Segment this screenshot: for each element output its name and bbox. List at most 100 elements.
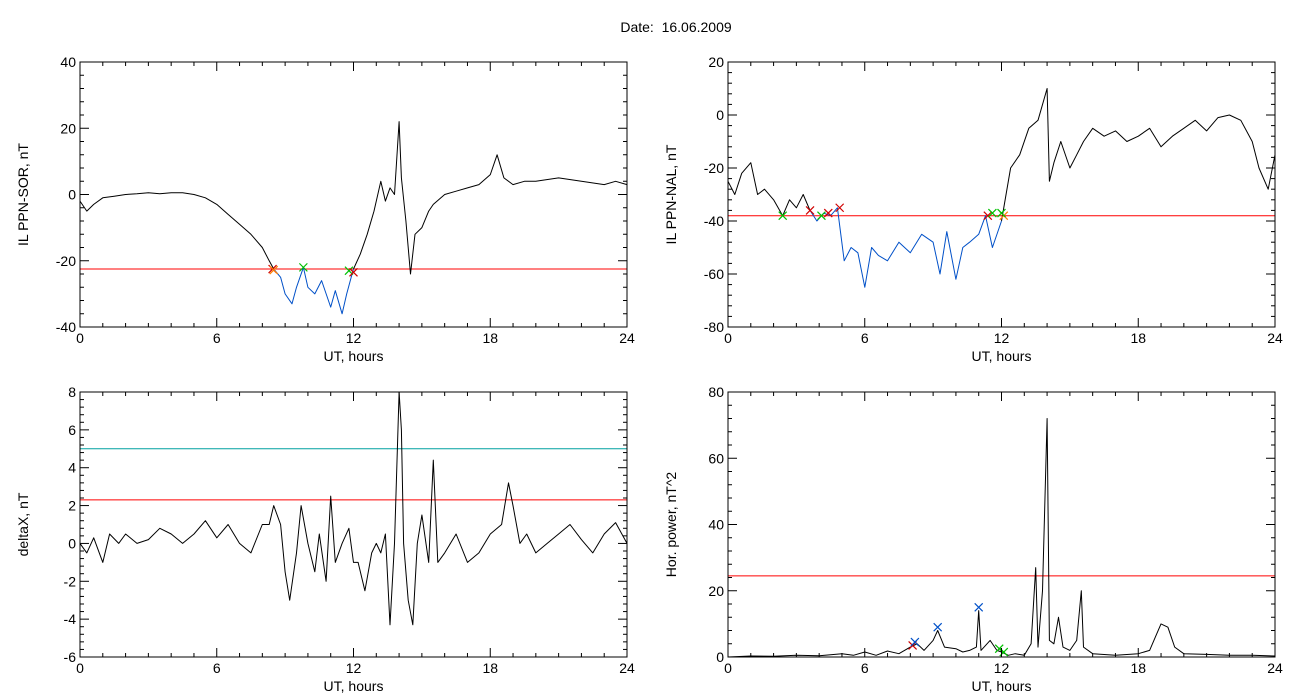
y-tick-label: -2 — [64, 573, 77, 589]
data-series-line — [727, 418, 1276, 658]
event-marker-stroke — [933, 622, 943, 632]
plot-frame — [79, 391, 628, 658]
x-tick-label: 0 — [724, 660, 732, 676]
event-marker-stroke — [994, 644, 1004, 654]
x-axis-label: UT, hours — [972, 678, 1032, 694]
y-tick-label: 0 — [68, 187, 76, 203]
x-tick-label: 12 — [346, 330, 362, 346]
x-tick-label: 0 — [76, 330, 84, 346]
y-axis-label: IL PPN-NAL, nT — [663, 144, 679, 244]
event-marker — [349, 267, 358, 277]
x-tick-label: 12 — [346, 660, 362, 676]
y-tick-label: -40 — [56, 319, 76, 335]
x-tick-label: 6 — [213, 660, 221, 676]
y-tick-label: 8 — [68, 384, 76, 400]
event-marker-stroke — [805, 205, 815, 215]
y-tick-label: 6 — [68, 422, 76, 438]
y-tick-label: 20 — [708, 54, 724, 70]
y-axis-label: Hor. power, nT^2 — [663, 472, 679, 578]
y-tick-label: -20 — [56, 253, 76, 269]
y-tick-label: -80 — [704, 319, 724, 335]
event-marker — [344, 266, 354, 276]
x-tick-label: 24 — [1267, 660, 1283, 676]
y-tick-label: 20 — [708, 583, 724, 599]
x-tick-label: 6 — [213, 330, 221, 346]
event-marker-stroke — [997, 208, 1006, 218]
event-marker — [823, 208, 833, 218]
event-marker-stroke — [910, 637, 920, 647]
chart-panel-4: 0 6 12 18 24 0 20 40 60 80 UT, hours Hor. power, nT… — [663, 384, 1283, 694]
y-tick-label: 2 — [68, 498, 76, 514]
event-marker — [817, 211, 826, 221]
event-marker-stroke — [983, 211, 993, 221]
y-tick-label: 4 — [68, 460, 76, 476]
y-tick-label: 0 — [716, 107, 724, 123]
event-marker — [987, 208, 997, 218]
x-tick-label: 12 — [994, 660, 1010, 676]
data-series-line — [79, 192, 275, 270]
data-series-line — [727, 162, 811, 217]
event-marker — [974, 602, 984, 612]
event-marker — [778, 211, 788, 221]
event-marker-stroke — [298, 262, 308, 272]
event-marker — [997, 208, 1006, 218]
y-tick-label: 0 — [716, 649, 724, 665]
y-tick-label: 40 — [708, 517, 724, 533]
plot-frame — [727, 61, 1276, 328]
chart-panel-1: 0 6 12 18 24 -40 -20 0 20 40 UT, hours IL PPN-SOR, … — [15, 54, 635, 364]
x-tick-label: 24 — [619, 660, 635, 676]
y-tick-label: -60 — [704, 266, 724, 282]
x-tick-label: 0 — [76, 660, 84, 676]
x-tick-label: 24 — [1267, 330, 1283, 346]
event-marker-stroke — [778, 211, 788, 221]
y-tick-label: 60 — [708, 450, 724, 466]
y-tick-label: -4 — [64, 611, 77, 627]
data-series-line — [1001, 88, 1276, 222]
x-tick-label: 6 — [861, 660, 869, 676]
x-axis-label: UT, hours — [324, 348, 384, 364]
x-tick-label: 24 — [619, 330, 635, 346]
y-tick-label: 80 — [708, 384, 724, 400]
event-marker-stroke — [344, 266, 354, 276]
event-marker — [805, 205, 815, 215]
x-tick-label: 18 — [482, 330, 498, 346]
event-marker — [983, 211, 993, 221]
event-marker-stroke — [823, 208, 833, 218]
y-tick-label: -20 — [704, 160, 724, 176]
y-tick-label: 20 — [60, 120, 76, 136]
event-marker — [835, 203, 845, 213]
x-axis-label: UT, hours — [972, 348, 1032, 364]
plot-frame — [79, 61, 628, 328]
chart-panel-2: 0 6 12 18 24 -80 -60 -40 -20 0 20 UT, hours IL PPN-N… — [663, 54, 1283, 364]
y-axis-label: deltaX, nT — [15, 492, 31, 556]
data-series-line — [273, 266, 354, 315]
x-axis-label: UT, hours — [324, 678, 384, 694]
event-marker-stroke — [987, 208, 997, 218]
data-series-line — [353, 121, 628, 275]
x-tick-label: 18 — [1130, 330, 1146, 346]
y-tick-label: -6 — [64, 649, 77, 665]
event-marker — [269, 265, 279, 275]
x-tick-label: 6 — [861, 330, 869, 346]
data-series-line — [79, 391, 628, 626]
x-tick-label: 18 — [482, 660, 498, 676]
figure-title: Date: 16.06.2009 — [620, 19, 732, 35]
y-tick-label: 0 — [68, 535, 76, 551]
event-marker-stroke — [349, 267, 358, 277]
y-tick-label: 40 — [60, 54, 76, 70]
event-marker-stroke — [974, 602, 984, 612]
plot-frame — [727, 391, 1276, 658]
y-axis-label: IL PPN-SOR, nT — [15, 143, 31, 246]
event-marker — [910, 637, 920, 647]
x-tick-label: 0 — [724, 330, 732, 346]
event-marker-stroke — [817, 211, 826, 221]
x-tick-label: 18 — [1130, 660, 1146, 676]
data-series-line — [809, 207, 1002, 288]
y-tick-label: -40 — [704, 213, 724, 229]
event-marker-stroke — [835, 203, 845, 213]
x-tick-label: 12 — [994, 330, 1010, 346]
event-marker — [298, 262, 308, 272]
event-marker-stroke — [269, 265, 279, 275]
